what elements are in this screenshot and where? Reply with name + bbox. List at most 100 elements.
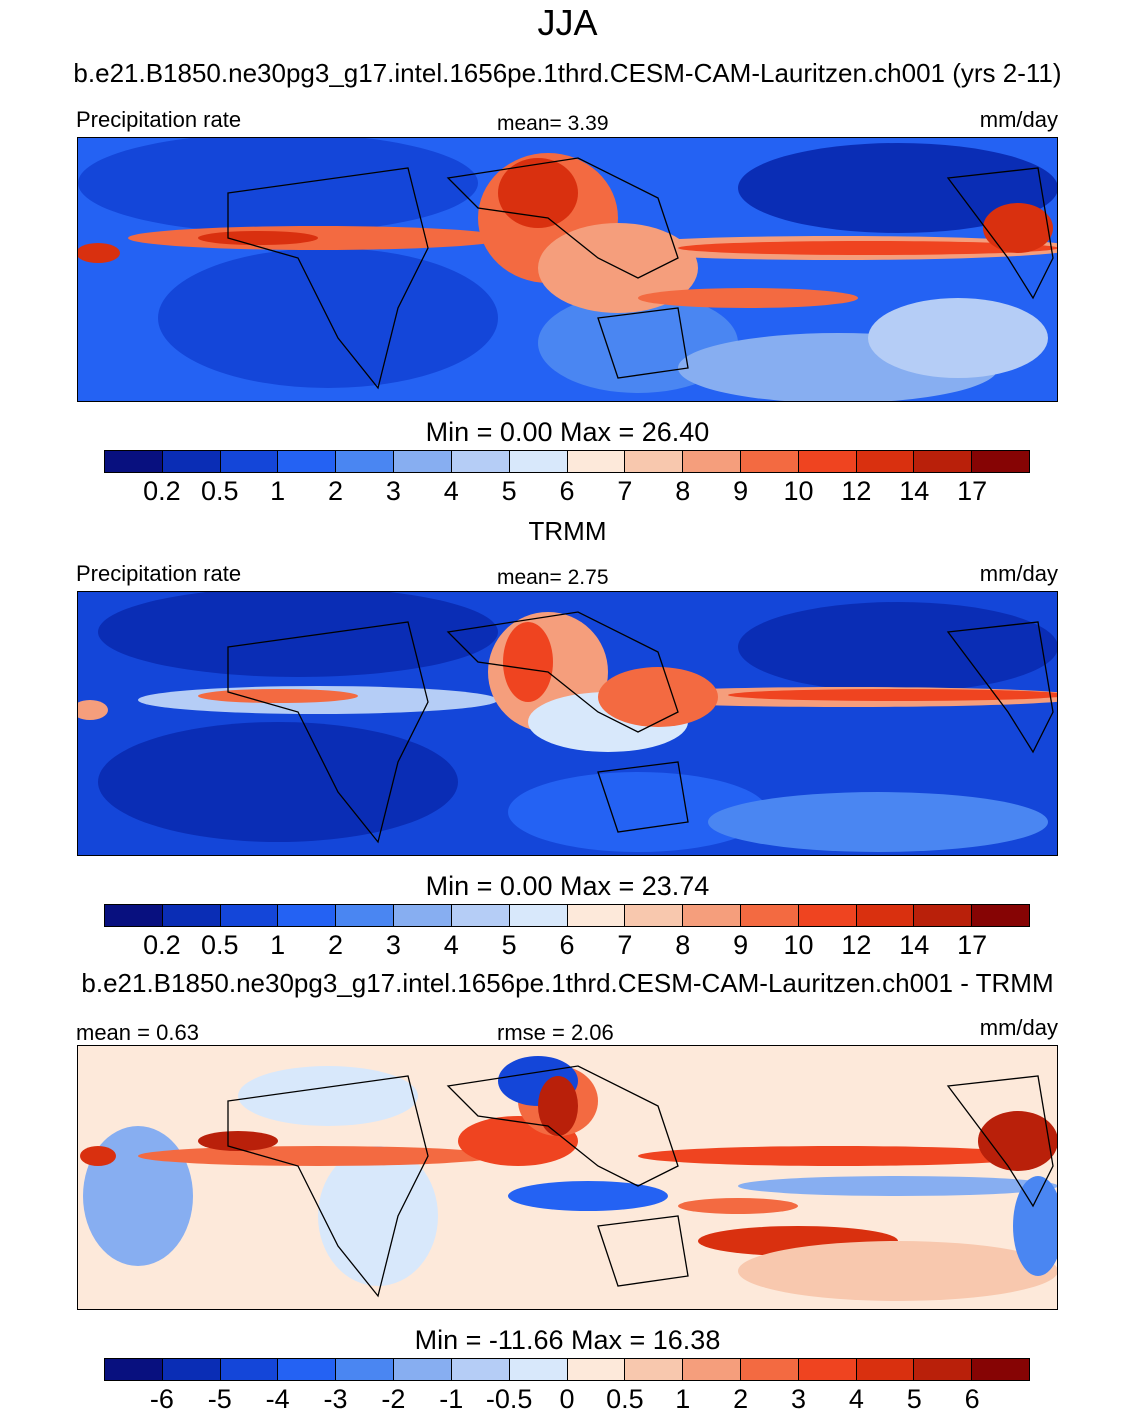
panel-2-title: TRMM <box>528 516 607 546</box>
colorbar-tick-label: 1 <box>270 930 286 960</box>
panel-2-colorbar-ticks: 0.2 0.5 1 2 3 4 5 6 7 8 9 10 12 14 17 <box>104 930 1030 962</box>
colorbar-swatch <box>451 1359 510 1380</box>
colorbar-tick-label: 0.2 <box>143 476 181 506</box>
colorbar-tick-label: 14 <box>899 930 930 960</box>
colorbar-swatch <box>105 1359 163 1380</box>
colorbar-swatch <box>336 451 395 472</box>
colorbar-swatch <box>567 905 626 926</box>
colorbar-tick-label: 6 <box>559 476 575 506</box>
colorbar-swatch <box>972 451 1029 472</box>
colorbar-tick-label: 3 <box>385 930 401 960</box>
panel-1-units-label: mm/day <box>979 107 1058 132</box>
colorbar-tick-label: 8 <box>675 476 691 506</box>
colorbar-tick-label: 7 <box>617 930 633 960</box>
colorbar-tick-label: 9 <box>733 476 749 506</box>
colorbar-swatch <box>972 905 1029 926</box>
colorbar-tick-label: 5 <box>906 1384 922 1414</box>
panel-3-units-label: mm/day <box>979 1015 1058 1040</box>
panel-1-colorbar-ticks: 0.2 0.5 1 2 3 4 5 6 7 8 9 10 12 14 17 <box>104 476 1030 508</box>
colorbar-swatch <box>625 1359 684 1380</box>
colorbar-swatch <box>856 1359 915 1380</box>
colorbar-tick-label: 4 <box>443 476 459 506</box>
panel-3-title: b.e21.B1850.ne30pg3_g17.intel.1656pe.1th… <box>81 968 1054 998</box>
colorbar-swatch <box>451 451 510 472</box>
colorbar-tick-label: 10 <box>783 930 814 960</box>
panel-2-variable-label: Precipitation rate <box>76 561 242 586</box>
colorbar-tick-label: 5 <box>501 930 517 960</box>
colorbar-swatch <box>394 905 452 926</box>
colorbar-tick-label: -1 <box>439 1384 464 1414</box>
colorbar-tick-label: -0.5 <box>485 1384 533 1414</box>
colorbar-swatch <box>278 451 337 472</box>
panel-1-minmax: Min = 0.00 Max = 26.40 <box>425 417 710 447</box>
colorbar-swatch <box>567 451 626 472</box>
figure-title: JJA <box>537 2 598 43</box>
colorbar-swatch <box>336 905 395 926</box>
colorbar-swatch <box>856 905 915 926</box>
panel-2-minmax: Min = 0.00 Max = 23.74 <box>425 871 710 901</box>
colorbar-swatch <box>394 1359 452 1380</box>
panel-2-units-label: mm/day <box>979 561 1058 586</box>
colorbar-tick-label: -2 <box>381 1384 406 1414</box>
panel-3-mean-label: mean = 0.63 <box>76 1020 199 1045</box>
colorbar-swatch <box>683 451 741 472</box>
colorbar-tick-label: 3 <box>790 1384 807 1414</box>
colorbar-swatch <box>509 905 568 926</box>
colorbar-swatch <box>509 451 568 472</box>
colorbar-tick-label: 1 <box>270 476 286 506</box>
colorbar-tick-label: 9 <box>733 930 749 960</box>
colorbar-swatch <box>105 905 163 926</box>
panel-1-map <box>77 137 1058 402</box>
colorbar-swatch <box>451 905 510 926</box>
colorbar-tick-label: 10 <box>783 476 814 506</box>
panel-2-mean-label: mean= 2.75 <box>497 566 609 589</box>
colorbar-tick-label: 7 <box>617 476 633 506</box>
colorbar-tick-label: 8 <box>675 930 691 960</box>
colorbar-swatch <box>278 1359 337 1380</box>
colorbar-swatch <box>162 1359 221 1380</box>
colorbar-swatch <box>509 1359 568 1380</box>
colorbar-tick-label: 1 <box>675 1384 691 1414</box>
colorbar-swatch <box>105 451 163 472</box>
colorbar-tick-label: 4 <box>848 1384 864 1414</box>
colorbar-tick-label: 2 <box>327 476 344 506</box>
panel-1-variable-label: Precipitation rate <box>76 107 242 132</box>
colorbar-tick-label: 17 <box>957 476 988 506</box>
colorbar-swatch <box>683 1359 741 1380</box>
colorbar-tick-label: 2 <box>733 1384 749 1414</box>
colorbar-swatch <box>625 451 684 472</box>
colorbar-swatch <box>683 905 741 926</box>
colorbar-tick-label: 3 <box>385 476 401 506</box>
panel-3-rmse-label: rmse = 2.06 <box>497 1020 614 1045</box>
colorbar-swatch <box>914 905 973 926</box>
colorbar-tick-label: 17 <box>957 930 988 960</box>
colorbar-tick-label: 4 <box>443 930 459 960</box>
colorbar-swatch <box>740 905 799 926</box>
colorbar-tick-label: 0.5 <box>200 930 239 960</box>
colorbar-swatch <box>220 905 279 926</box>
colorbar-swatch <box>394 451 452 472</box>
colorbar-swatch <box>798 451 857 472</box>
colorbar-swatch <box>162 451 221 472</box>
colorbar-tick-label: 6 <box>964 1384 980 1414</box>
colorbar-tick-label: -6 <box>149 1384 174 1414</box>
colorbar-swatch <box>336 1359 395 1380</box>
colorbar-tick-label: 0.5 <box>200 476 239 506</box>
colorbar-swatch <box>220 1359 279 1380</box>
colorbar-tick-label: 5 <box>501 476 517 506</box>
panel-3-colorbar <box>104 1358 1030 1381</box>
colorbar-tick-label: -3 <box>323 1384 348 1414</box>
colorbar-swatch <box>914 451 973 472</box>
colorbar-swatch <box>162 905 221 926</box>
colorbar-tick-label: 0.2 <box>143 930 181 960</box>
colorbar-swatch <box>567 1359 626 1380</box>
panel-2-colorbar <box>104 904 1030 927</box>
colorbar-tick-label: -5 <box>207 1384 232 1414</box>
panel-1-mean-label: mean= 3.39 <box>497 112 609 135</box>
colorbar-swatch <box>278 905 337 926</box>
colorbar-swatch <box>856 451 915 472</box>
colorbar-swatch <box>740 1359 799 1380</box>
colorbar-tick-label: 12 <box>841 930 872 960</box>
colorbar-swatch <box>220 451 279 472</box>
colorbar-tick-label: 6 <box>559 930 575 960</box>
